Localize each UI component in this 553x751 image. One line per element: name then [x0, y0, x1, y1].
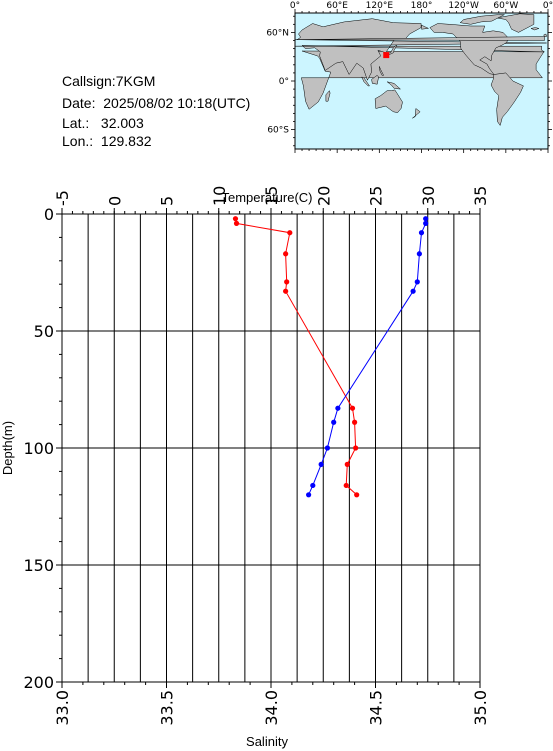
- landmass-madagascar: [325, 90, 331, 102]
- landmass-philippines: [379, 66, 384, 76]
- temperature-point: [353, 445, 359, 451]
- series-layer: [232, 216, 429, 498]
- salinity-tick-label: 35.0: [471, 690, 490, 726]
- salinity-axis-title: Salinity: [246, 734, 288, 749]
- temperature-tick-label: 0: [105, 196, 124, 206]
- temperature-point: [283, 288, 289, 294]
- lon-value: 129.832: [100, 133, 152, 149]
- landmass-chukotka: [421, 24, 429, 30]
- salinity-point: [306, 492, 312, 498]
- temperature-point: [354, 492, 360, 498]
- salinity-point: [335, 405, 341, 411]
- station-marker: [383, 52, 390, 59]
- landmass-greenland: [496, 13, 535, 33]
- map-longitude-label: 120°E: [366, 1, 394, 11]
- callsign-label: Callsign:: [62, 73, 116, 89]
- temperature-point: [287, 230, 293, 236]
- map-longitude-label: 180°: [411, 1, 433, 11]
- landmass-borneo: [371, 75, 379, 85]
- lon-line: Lon.: 129.832: [62, 133, 152, 149]
- temperature-tick-label: 20: [314, 186, 333, 206]
- salinity-point: [324, 445, 331, 451]
- temperature-tick-labels: -5 0 5 10 15 20 25 30 35: [53, 186, 490, 214]
- temperature-point: [232, 216, 239, 222]
- salinity-tick-label: 34.5: [367, 690, 386, 726]
- map-latitude-label: 0°: [279, 77, 289, 87]
- salinity-point: [331, 419, 337, 425]
- map-longitude-label: 0°: [543, 1, 553, 11]
- temperature-tick-label: 5: [158, 196, 177, 206]
- salinity-point: [318, 461, 324, 467]
- landmass-south-america: [490, 72, 524, 126]
- date-label: Date:: [62, 95, 96, 111]
- salinity-point: [416, 251, 422, 257]
- map-frame-ticks: [291, 9, 552, 153]
- temperature-tick-label: 30: [419, 186, 438, 206]
- temperature-tick-label: 25: [367, 186, 386, 206]
- salinity-point: [410, 288, 416, 294]
- lon-label: Lon.:: [62, 133, 94, 149]
- map-top-labels: 0° 60°E 120°E 180° 120°W 60°W 0°: [290, 1, 553, 11]
- landmass-new-guinea: [386, 81, 401, 90]
- temperature-tick-label: -5: [53, 190, 72, 206]
- temperature-point: [349, 405, 356, 411]
- landmass-north-america: [429, 23, 510, 75]
- landmass-new-zealand: [412, 108, 421, 119]
- date-line: Date: 2025/08/02 10:18(UTC): [62, 95, 250, 111]
- salinity-point: [423, 220, 429, 226]
- temperature-point: [284, 279, 290, 285]
- landmass-eurasia: [294, 18, 547, 81]
- map-latitude-label: 60°N: [266, 28, 289, 38]
- depth-tick-label: 100: [23, 439, 54, 458]
- callsign-line: Callsign:7KGM: [62, 73, 155, 89]
- temperature-point: [344, 461, 350, 467]
- lat-line: Lat.: 32.003: [62, 115, 144, 131]
- salinity-point: [310, 482, 316, 489]
- landmass-arctic-islands: [459, 14, 505, 25]
- temperature-point: [352, 419, 358, 425]
- lat-value: 32.003: [100, 115, 144, 131]
- depth-axis-title: Depth(m): [0, 421, 15, 475]
- callsign-value: 7KGM: [115, 73, 156, 89]
- temperature-tick-label: 35: [471, 186, 490, 206]
- map-longitude-label: 60°E: [326, 1, 348, 11]
- temperature-line: [235, 218, 358, 496]
- salinity-point: [418, 230, 425, 236]
- date-value: 2025/08/02 10:18(UTC): [103, 95, 251, 111]
- grid-lines: [62, 214, 480, 682]
- landmass-british-isles: [295, 33, 547, 41]
- map-longitude-label: 120°W: [448, 1, 479, 11]
- salinity-tick-label: 33.0: [53, 690, 72, 726]
- temperature-point: [233, 220, 240, 226]
- depth-tick-label: 150: [23, 556, 54, 575]
- temperature-point: [343, 482, 349, 489]
- salinity-tick-labels: 33.0 33.5 34.0 34.5 35.0: [53, 682, 490, 726]
- landmass-iceland: [530, 27, 540, 31]
- map-longitude-label: 60°W: [493, 1, 518, 11]
- depth-tick-label: 200: [23, 673, 54, 692]
- salinity-tick-label: 34.0: [262, 690, 281, 726]
- salinity-tick-label: 33.5: [158, 690, 177, 726]
- salinity-point: [414, 279, 420, 285]
- map-left-labels: 60°N 0° 60°S: [266, 28, 289, 135]
- map-land: [294, 13, 547, 126]
- map-latitude-label: 60°S: [267, 126, 289, 136]
- temperature-tick-label: 15: [262, 186, 281, 206]
- landmass-australia: [374, 89, 403, 113]
- temperature-point: [283, 251, 289, 257]
- temperature-axis-title: Temperature(C): [221, 190, 312, 205]
- depth-tick-label: 0: [44, 205, 54, 224]
- lat-label: Lat.:: [62, 115, 90, 131]
- map-longitude-label: 0°: [290, 1, 300, 11]
- landmass-sumatra: [361, 76, 370, 87]
- depth-tick-label: 50: [34, 322, 54, 341]
- salinity-point: [423, 216, 429, 222]
- world-map: 0° 60°E 120°E 180° 120°W 60°W 0° 60°N 0° 60°S: [266, 1, 553, 153]
- depth-tick-labels: 0 50 100 150 200: [23, 205, 62, 692]
- temperature-tick-label: 10: [210, 186, 229, 206]
